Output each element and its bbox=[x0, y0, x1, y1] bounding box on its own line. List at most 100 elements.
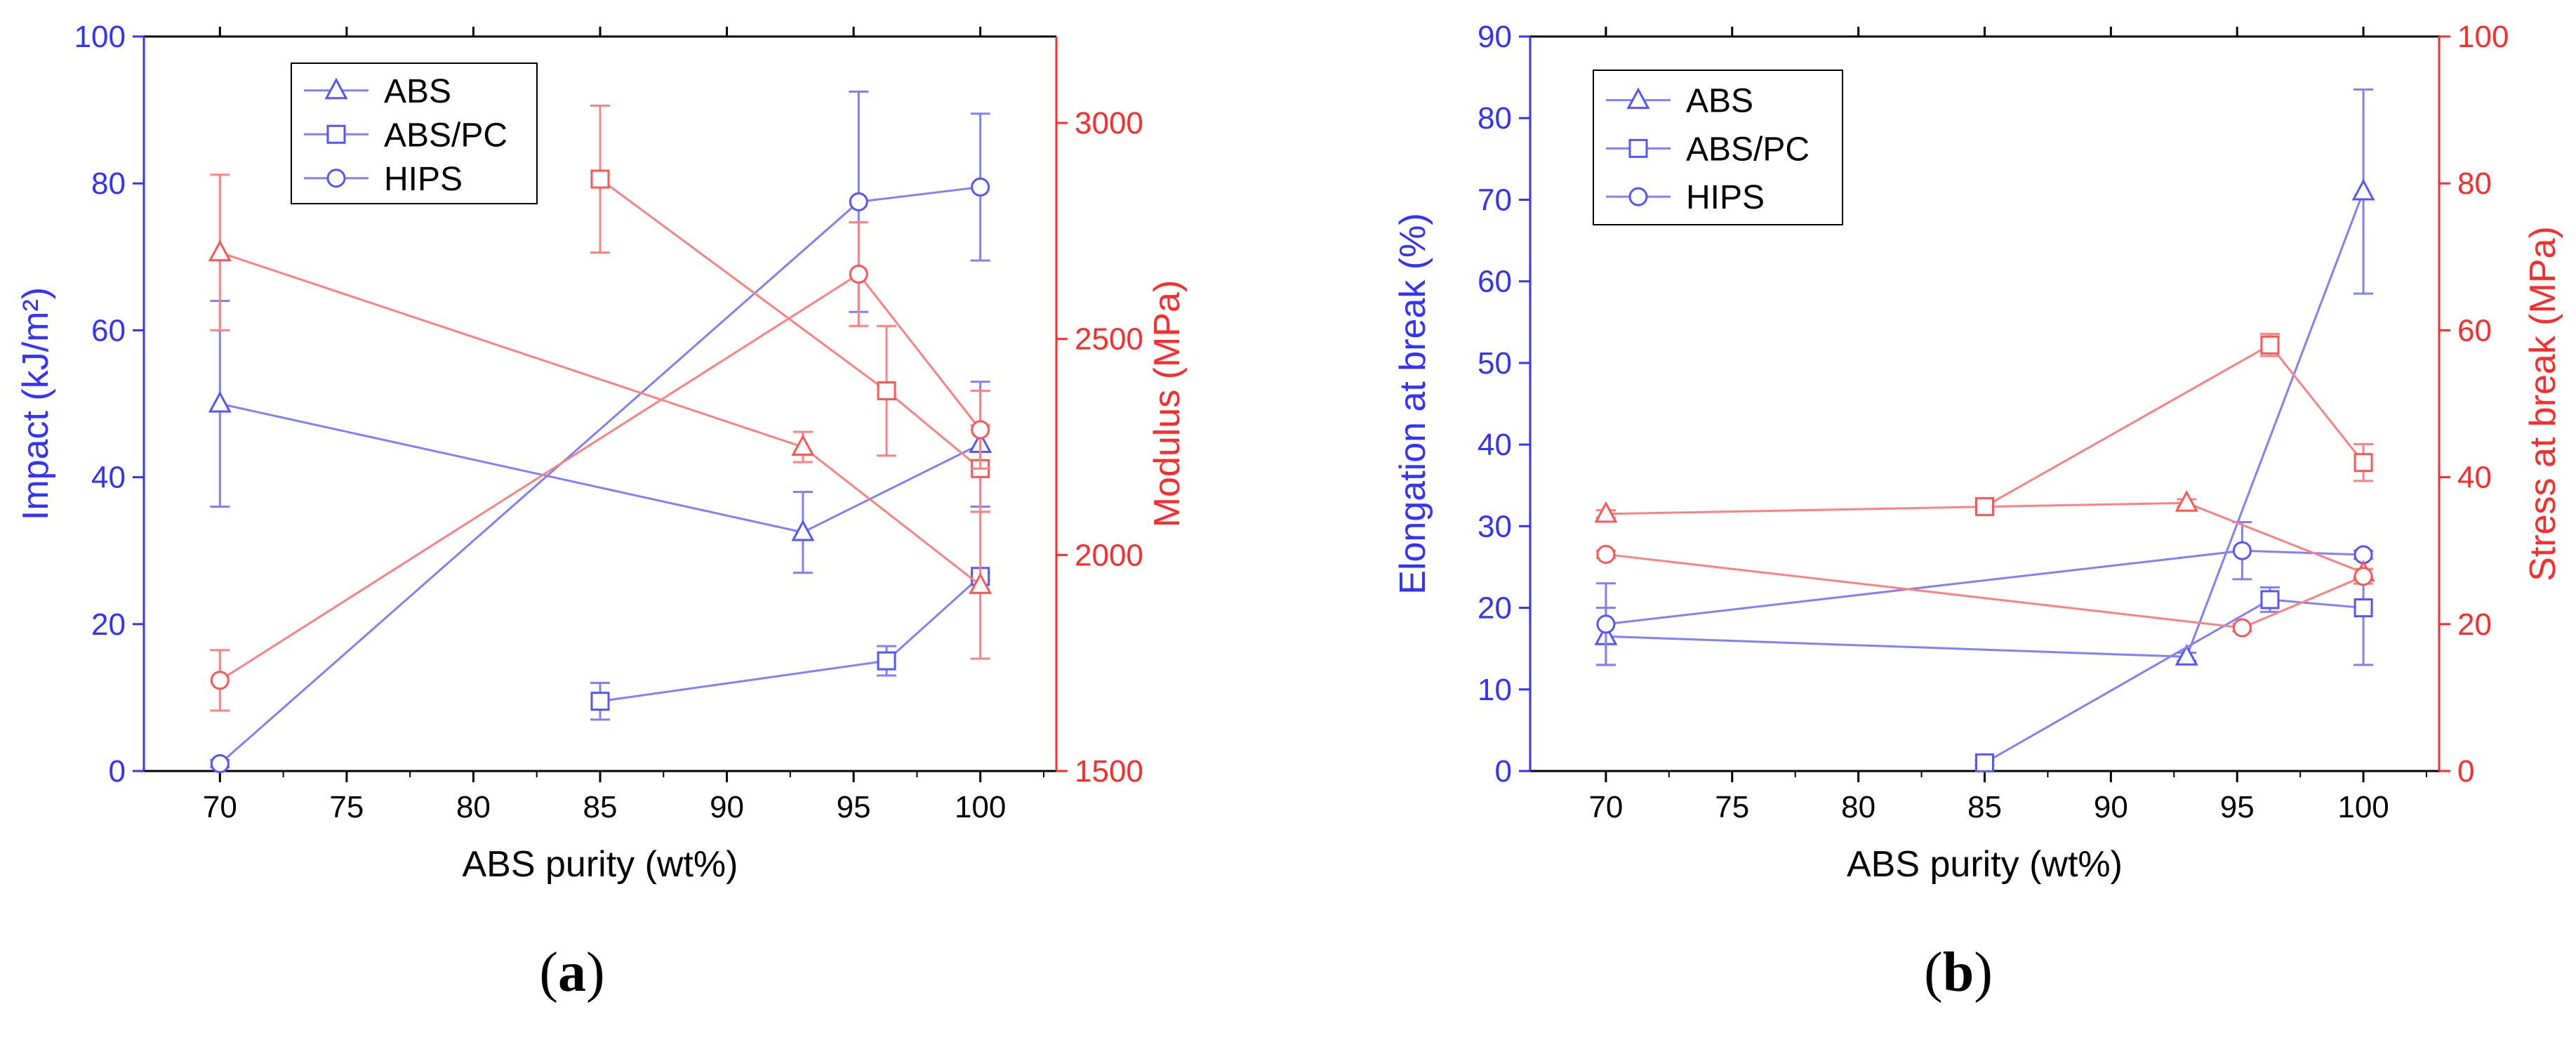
y-right-tick-label: 3000 bbox=[1075, 106, 1143, 140]
legend: ABS ABS/PC HIPS bbox=[1593, 70, 1843, 225]
series-abs-pc-right bbox=[1974, 333, 2374, 516]
x-tick-label: 75 bbox=[329, 790, 364, 824]
data-point-triangle bbox=[791, 519, 815, 541]
y-left-tick-label: 40 bbox=[1478, 428, 1512, 462]
legend-marker-square bbox=[326, 124, 346, 144]
panel-label-a: (a) bbox=[539, 942, 605, 1003]
legend-label: HIPS bbox=[1686, 179, 1765, 216]
y-left-tick-label: 20 bbox=[91, 607, 126, 642]
series-line bbox=[1605, 549, 2364, 626]
legend-label: HIPS bbox=[384, 161, 463, 198]
x-axis-title: ABS purity (wt%) bbox=[463, 844, 738, 885]
x-tick-label: 90 bbox=[2094, 790, 2128, 824]
x-tick-label: 75 bbox=[1715, 790, 1749, 824]
data-point-circle bbox=[2232, 541, 2252, 560]
data-point-triangle bbox=[2175, 644, 2198, 666]
chart-panel-a: 70 75 80 85 90 95 100 0 20 40 60 80 100 1500 2000 2500 3… bbox=[15, 20, 1188, 885]
y-left-tick-label: 30 bbox=[1478, 509, 1512, 544]
y-right-tick-label: 2500 bbox=[1075, 322, 1143, 357]
legend-label: ABS bbox=[1686, 83, 1753, 120]
y-left-tick-label: 60 bbox=[91, 313, 126, 348]
data-point-square bbox=[2353, 453, 2373, 473]
y-left-tick-label: 80 bbox=[1478, 101, 1512, 136]
series-line bbox=[220, 402, 981, 534]
y-left-tick-label: 0 bbox=[109, 754, 126, 789]
data-point-triangle bbox=[1594, 501, 1618, 523]
series-hips-left bbox=[1595, 521, 2374, 666]
legend-marker-triangle bbox=[1626, 87, 1650, 110]
series-abs-pc-left bbox=[1974, 549, 2374, 772]
y-right-tick-label: 2000 bbox=[1075, 538, 1143, 572]
y-right-tick-label: 0 bbox=[2457, 754, 2474, 789]
data-point-triangle bbox=[208, 239, 232, 262]
data-point-square bbox=[877, 651, 896, 671]
y-right-axis-title: Stress at break (MPa) bbox=[2523, 226, 2563, 581]
data-point-square bbox=[1975, 753, 1994, 772]
series-line bbox=[219, 272, 981, 682]
y-right-tick-label: 80 bbox=[2457, 166, 2492, 201]
y-left-tick-label: 50 bbox=[1478, 346, 1512, 381]
legend-marker-circle bbox=[326, 169, 346, 188]
series-line bbox=[1984, 343, 2365, 508]
y-right-tick-label: 60 bbox=[2457, 313, 2492, 348]
data-point-circle bbox=[1596, 614, 1616, 634]
data-point-triangle bbox=[2175, 490, 2198, 512]
y-right-tick-label: 20 bbox=[2457, 607, 2492, 642]
legend-marker-square bbox=[1628, 138, 1648, 158]
y-left-axis-title: Impact (kJ/m²) bbox=[15, 287, 56, 520]
series-abs-pc-left bbox=[590, 567, 990, 721]
x-tick-label: 90 bbox=[710, 790, 744, 824]
data-point-circle bbox=[1596, 544, 1616, 564]
data-point-circle bbox=[849, 264, 868, 284]
data-point-triangle bbox=[208, 390, 232, 413]
data-point-triangle bbox=[2351, 178, 2375, 201]
y-left-tick-label: 90 bbox=[1478, 20, 1512, 54]
data-point-square bbox=[590, 169, 610, 189]
data-point-circle bbox=[971, 420, 990, 440]
y-right-tick-label: 100 bbox=[2457, 20, 2509, 54]
x-tick-label: 70 bbox=[203, 790, 237, 824]
y-left-tick-label: 80 bbox=[91, 166, 126, 201]
x-tick-label: 100 bbox=[955, 790, 1006, 824]
legend-label: ABS/PC bbox=[1686, 131, 1810, 168]
x-tick-label: 85 bbox=[1967, 790, 2002, 824]
data-point-circle bbox=[971, 177, 990, 197]
series-line bbox=[599, 178, 981, 470]
x-axis-title: ABS purity (wt%) bbox=[1847, 844, 2123, 885]
y-left-axis-title: Elongation at break (%) bbox=[1393, 213, 1433, 594]
legend-label: ABS bbox=[384, 73, 451, 110]
series-line bbox=[1984, 598, 2364, 764]
data-point-triangle bbox=[791, 434, 815, 456]
y-left-tick-label: 0 bbox=[1495, 754, 1512, 789]
y-right-tick-label: 1500 bbox=[1075, 754, 1143, 789]
data-point-square bbox=[2260, 335, 2280, 355]
series-hips-right bbox=[210, 221, 990, 712]
series-line bbox=[219, 251, 981, 586]
x-tick-label: 100 bbox=[2337, 790, 2389, 824]
chart-panel-b: 70 75 80 85 90 95 100 0 10 20 30 40 50 60 70 80 90 0 20 40 6… bbox=[1393, 20, 2563, 885]
y-left-tick-label: 10 bbox=[1478, 673, 1512, 707]
data-point-square bbox=[1975, 496, 1994, 516]
legend-label: ABS/PC bbox=[384, 117, 507, 154]
data-point-square bbox=[2353, 598, 2373, 618]
data-point-circle bbox=[849, 192, 868, 211]
data-point-circle bbox=[210, 671, 230, 690]
series-hips-right bbox=[1595, 544, 2374, 638]
y-left-tick-label: 60 bbox=[1478, 265, 1512, 299]
y-left-tick-label: 100 bbox=[74, 20, 126, 54]
y-left-tick-label: 70 bbox=[1478, 183, 1512, 217]
series-abs-pc-right bbox=[590, 104, 990, 513]
data-point-square bbox=[2260, 590, 2280, 610]
x-tick-label: 95 bbox=[2220, 790, 2255, 824]
y-right-tick-label: 40 bbox=[2457, 461, 2492, 495]
series-abs-left bbox=[208, 300, 992, 574]
x-tick-label: 85 bbox=[583, 790, 618, 824]
x-tick-label: 80 bbox=[1841, 790, 1875, 824]
y-left-tick-label: 40 bbox=[91, 461, 126, 495]
legend: ABS ABS/PC HIPS bbox=[291, 62, 538, 204]
series-abs-right bbox=[208, 173, 992, 660]
data-point-square bbox=[877, 381, 896, 401]
legend-marker-circle bbox=[1628, 187, 1648, 206]
data-point-circle bbox=[2232, 618, 2252, 638]
